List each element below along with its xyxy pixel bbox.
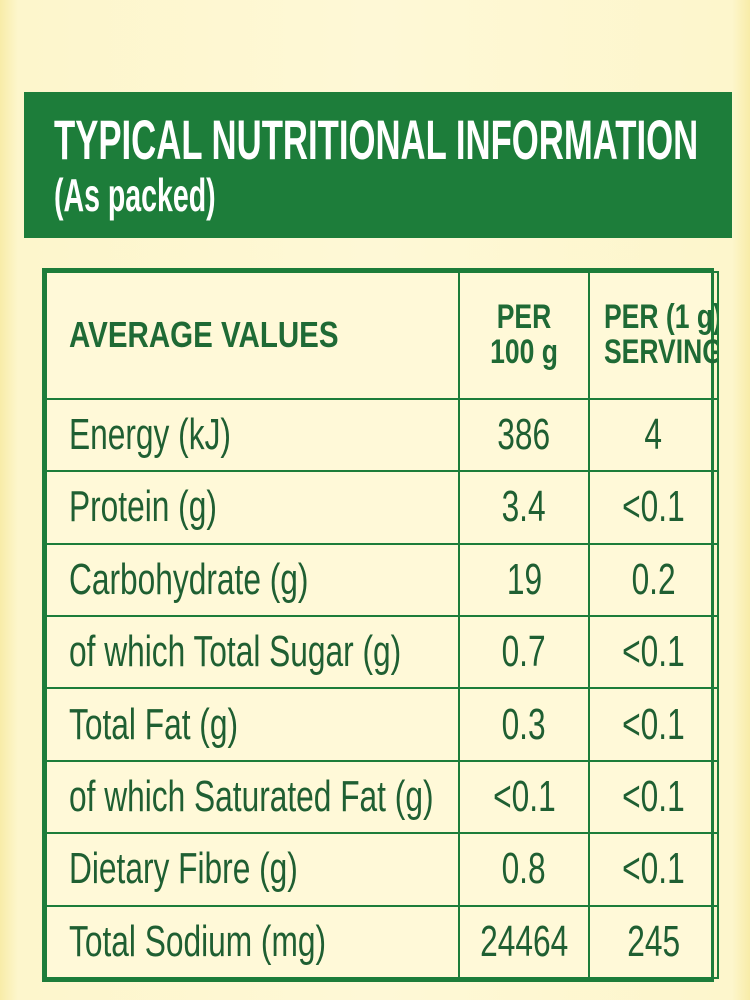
table-row: of which Total Sugar (g) 0.7 <0.1 xyxy=(45,614,719,690)
row-per-serving: <0.1 xyxy=(588,832,719,907)
row-per-serving: <0.1 xyxy=(588,614,719,690)
table-row: Dietary Fibre (g) 0.8 <0.1 xyxy=(45,832,719,907)
row-label: Protein (g) xyxy=(45,470,460,545)
row-label: Total Fat (g) xyxy=(45,687,460,762)
row-per-100g: 3.4 xyxy=(458,470,590,545)
row-per-100g: 386 xyxy=(458,397,590,473)
nutrition-table: AVERAGE VALUES PER 100 g PER (1 g) SERVI… xyxy=(42,268,719,982)
table-header-row: AVERAGE VALUES PER 100 g PER (1 g) SERVI… xyxy=(45,271,719,400)
header-per-100g: PER 100 g xyxy=(458,271,590,400)
nutrition-table-grid: AVERAGE VALUES PER 100 g PER (1 g) SERVI… xyxy=(45,271,719,980)
table-row: Total Sodium (mg) 24464 245 xyxy=(45,904,719,980)
row-per-100g: 24464 xyxy=(458,904,590,980)
table-row: of which Saturated Fat (g) <0.1 <0.1 xyxy=(45,759,719,835)
row-per-serving: 0.2 xyxy=(588,542,719,617)
row-per-serving: <0.1 xyxy=(588,759,719,835)
header-average-values: AVERAGE VALUES xyxy=(45,271,460,400)
row-per-serving: 4 xyxy=(588,397,719,473)
row-per-100g: 19 xyxy=(458,542,590,617)
row-label: Carbohydrate (g) xyxy=(45,542,460,617)
row-label: of which Total Sugar (g) xyxy=(45,614,460,690)
table-row: Carbohydrate (g) 19 0.2 xyxy=(45,542,719,617)
row-per-100g: 0.3 xyxy=(458,687,590,762)
row-per-100g: 0.8 xyxy=(458,832,590,907)
row-per-serving: <0.1 xyxy=(588,470,719,545)
row-per-100g: <0.1 xyxy=(458,759,590,835)
title-banner: TYPICAL NUTRITIONAL INFORMATION (As pack… xyxy=(24,92,732,238)
table-row: Energy (kJ) 386 4 xyxy=(45,397,719,473)
table-row: Protein (g) 3.4 <0.1 xyxy=(45,470,719,545)
row-label: Dietary Fibre (g) xyxy=(45,832,460,907)
row-per-serving: 245 xyxy=(588,904,719,980)
row-per-100g: 0.7 xyxy=(458,614,590,690)
banner-subtitle: (As packed) xyxy=(54,169,216,221)
table-row: Total Fat (g) 0.3 <0.1 xyxy=(45,687,719,762)
banner-title: TYPICAL NUTRITIONAL INFORMATION xyxy=(54,108,699,171)
row-per-serving: <0.1 xyxy=(588,687,719,762)
row-label: Total Sodium (mg) xyxy=(45,904,460,980)
header-per-serving: PER (1 g) SERVING xyxy=(588,271,719,400)
row-label: of which Saturated Fat (g) xyxy=(45,759,460,835)
row-label: Energy (kJ) xyxy=(45,397,460,473)
